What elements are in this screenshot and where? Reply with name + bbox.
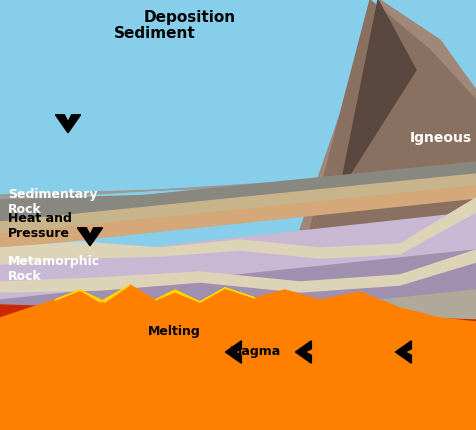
Polygon shape	[0, 162, 476, 222]
Text: Sedimentary
Rock: Sedimentary Rock	[8, 188, 98, 216]
Polygon shape	[0, 186, 476, 248]
Polygon shape	[200, 290, 476, 430]
Polygon shape	[155, 288, 255, 302]
Polygon shape	[0, 198, 476, 264]
Polygon shape	[0, 290, 476, 430]
Polygon shape	[0, 250, 476, 292]
Polygon shape	[0, 212, 476, 300]
Polygon shape	[0, 170, 476, 200]
Polygon shape	[0, 170, 476, 215]
Polygon shape	[340, 0, 416, 190]
Polygon shape	[55, 115, 80, 133]
Polygon shape	[226, 341, 241, 363]
Polygon shape	[78, 228, 103, 246]
Text: Igneous: Igneous	[410, 131, 472, 145]
Polygon shape	[396, 341, 411, 363]
Text: Magma: Magma	[230, 345, 281, 359]
Text: Melting: Melting	[148, 326, 201, 338]
Polygon shape	[0, 250, 476, 340]
Polygon shape	[440, 90, 476, 135]
Polygon shape	[55, 285, 130, 302]
Polygon shape	[310, 0, 476, 230]
Text: Deposition: Deposition	[144, 10, 236, 25]
Polygon shape	[0, 320, 476, 430]
Polygon shape	[300, 0, 476, 230]
Text: Sediment: Sediment	[114, 26, 196, 41]
Text: Heat and
Pressure: Heat and Pressure	[8, 212, 72, 240]
Polygon shape	[0, 285, 476, 430]
Polygon shape	[0, 300, 476, 430]
Polygon shape	[0, 305, 476, 430]
Polygon shape	[0, 174, 476, 234]
Text: Metamorphic
Rock: Metamorphic Rock	[8, 255, 100, 283]
Polygon shape	[296, 341, 311, 363]
